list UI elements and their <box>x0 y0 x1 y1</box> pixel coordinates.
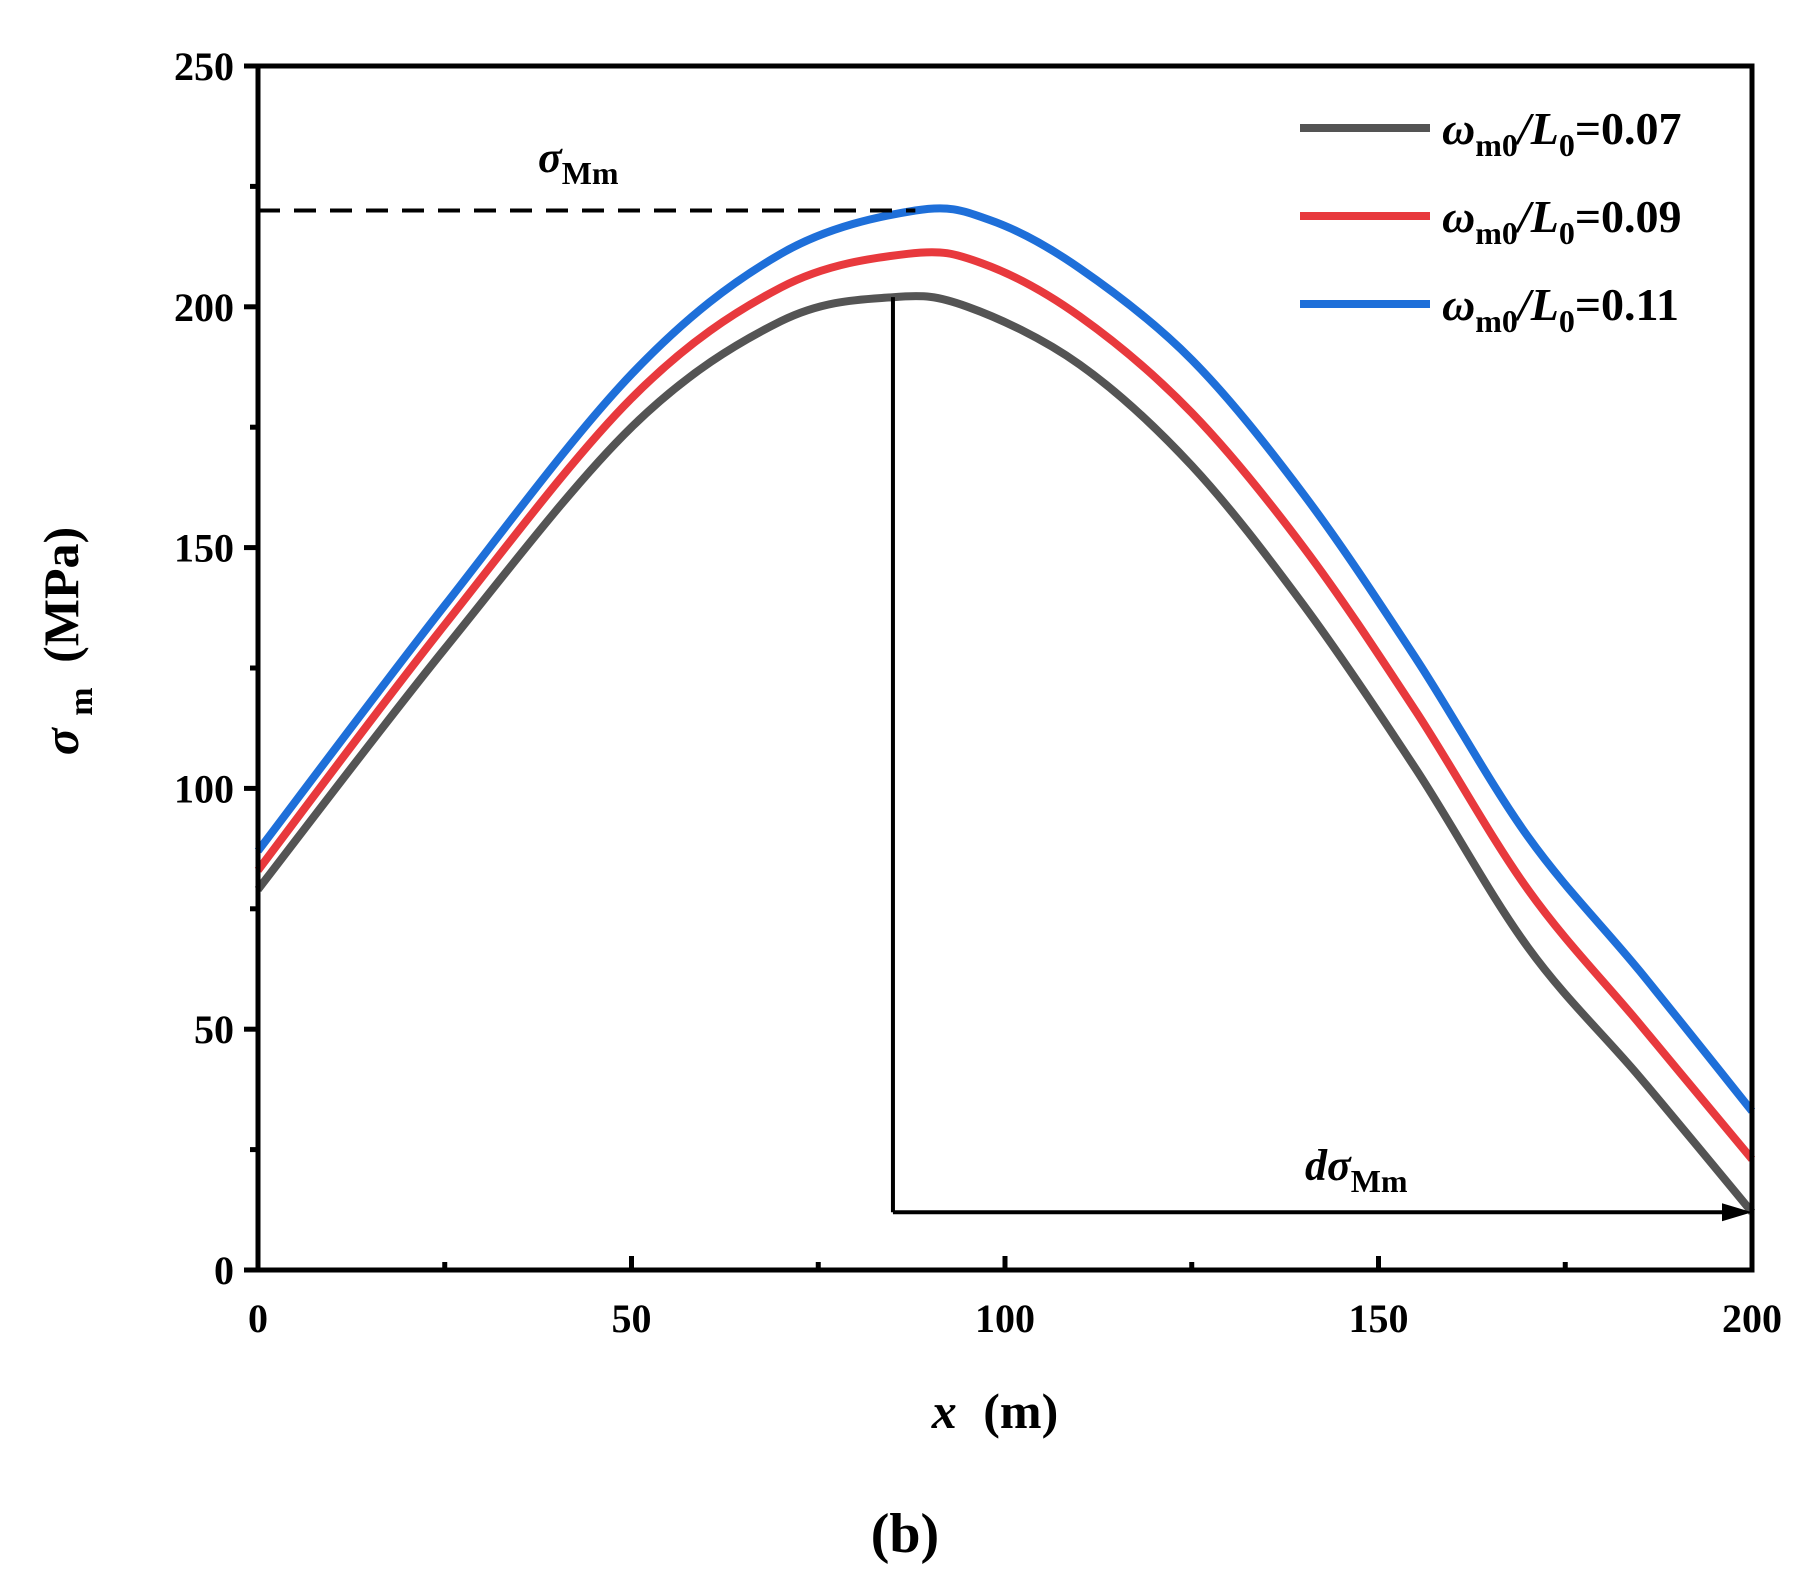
series-layer <box>254 204 1756 1215</box>
legend-label-2: ωm0/L0=0.11 <box>1442 279 1679 339</box>
x-axis-title: x (m) <box>931 1383 1058 1439</box>
y-tick-label: 250 <box>174 44 234 89</box>
y-tick-label: 100 <box>174 766 234 811</box>
x-tick-label: 100 <box>975 1296 1035 1341</box>
y-tick-label: 0 <box>214 1248 234 1293</box>
plot-frame <box>255 63 1755 1273</box>
panel-label: (b) <box>871 1503 939 1565</box>
x-tick-label: 200 <box>1722 1296 1782 1341</box>
series-line-2 <box>254 204 1756 1114</box>
x-tick-label: 150 <box>1349 1296 1409 1341</box>
legend-label-1: ωm0/L0=0.09 <box>1442 191 1682 251</box>
sigma-max-label: σMm <box>538 133 619 191</box>
legend-label-0: ωm0/L0=0.07 <box>1442 103 1682 163</box>
axes-layer: 0 50 100 150 200 0 50 100 150 200 250 <box>174 44 1782 1341</box>
series-line-1 <box>254 248 1756 1162</box>
legend: ωm0/L0=0.07 ωm0/L0=0.09 ωm0/L0=0.11 <box>1300 103 1682 339</box>
y-axis-title: σ m (MPa) <box>33 527 103 755</box>
y-tick-label: 150 <box>174 526 234 571</box>
series-line-0 <box>254 292 1756 1215</box>
y-tick-label: 200 <box>174 285 234 330</box>
annotation-layer: σMm dσMm <box>258 133 1752 1222</box>
arrow-head-icon <box>1722 1203 1752 1222</box>
x-tick-label: 0 <box>248 1296 268 1341</box>
x-tick-label: 50 <box>612 1296 652 1341</box>
dsigma-label: dσMm <box>1305 1141 1408 1199</box>
y-tick-label: 50 <box>194 1007 234 1052</box>
